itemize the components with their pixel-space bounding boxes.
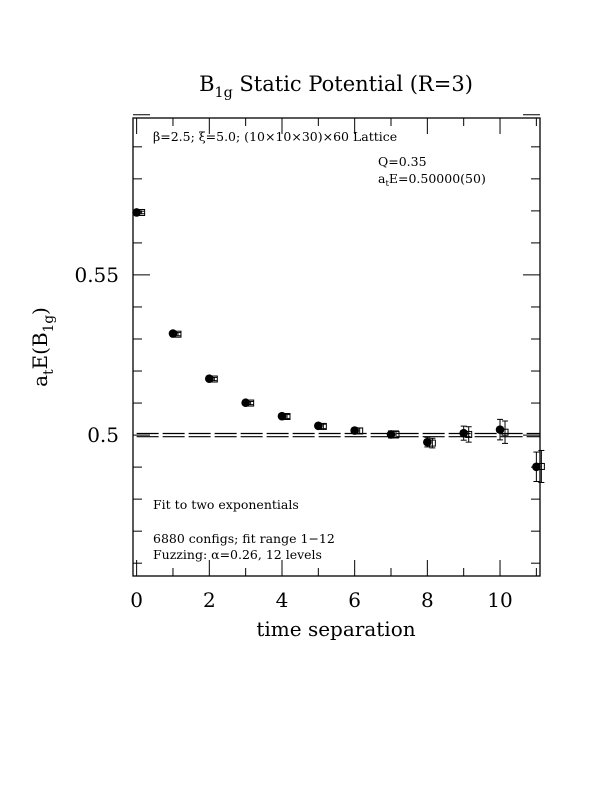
data-point-filled [168,329,178,338]
axis-ticks [133,114,540,576]
y-tick-label: 0.5 [87,423,119,447]
data-point-open-square [356,427,364,435]
energy-annotation: atE=0.50000(50) [378,171,486,189]
x-axis-label: time separation [256,617,415,641]
data-point-open-square [174,330,182,338]
fit-band [136,432,540,438]
x-tick-label: 6 [348,588,361,612]
x-tick-labels: 0 2 4 6 8 10 [130,588,512,612]
y-tick-labels: 0.5 0.55 [74,263,119,447]
data-point-open-square [319,422,327,430]
data-point-open-square [247,399,255,407]
x-tick-label: 2 [203,588,216,612]
data-point-open-square [465,430,473,438]
data-point-open-square [501,428,509,436]
configs-annotation: 6880 configs; fit range 1−12 [153,531,335,546]
x-tick-label: 0 [130,588,143,612]
x-tick-label: 8 [421,588,434,612]
fuzzing-annotation: Fuzzing: α=0.26, 12 levels [153,547,322,562]
data-point-open-square [392,430,400,438]
data-point-filled [314,421,323,431]
data-point-open-square [283,413,291,421]
data-point-open-square [210,375,218,383]
data-point-filled [459,428,468,438]
x-tick-label: 4 [276,588,289,612]
lattice-annotation: β=2.5; ξ=5.0; (10×10×30)×60 Lattice [153,129,397,144]
data-point-open-square [428,439,436,447]
q-annotation: Q=0.35 [378,154,427,169]
error-bars [133,210,545,483]
data-point-open-square [138,208,146,216]
data-markers [132,208,545,472]
fit-annotation: Fit to two exponentials [153,497,299,512]
chart-title: B1g Static Potential (R=3) [199,72,473,101]
data-point-open-square [537,462,545,470]
x-tick-label: 10 [487,588,512,612]
data-point-filled [423,437,432,447]
y-axis-label: atE(B1g) [28,307,57,387]
y-tick-label: 0.55 [74,263,119,287]
plot-frame [132,117,541,577]
